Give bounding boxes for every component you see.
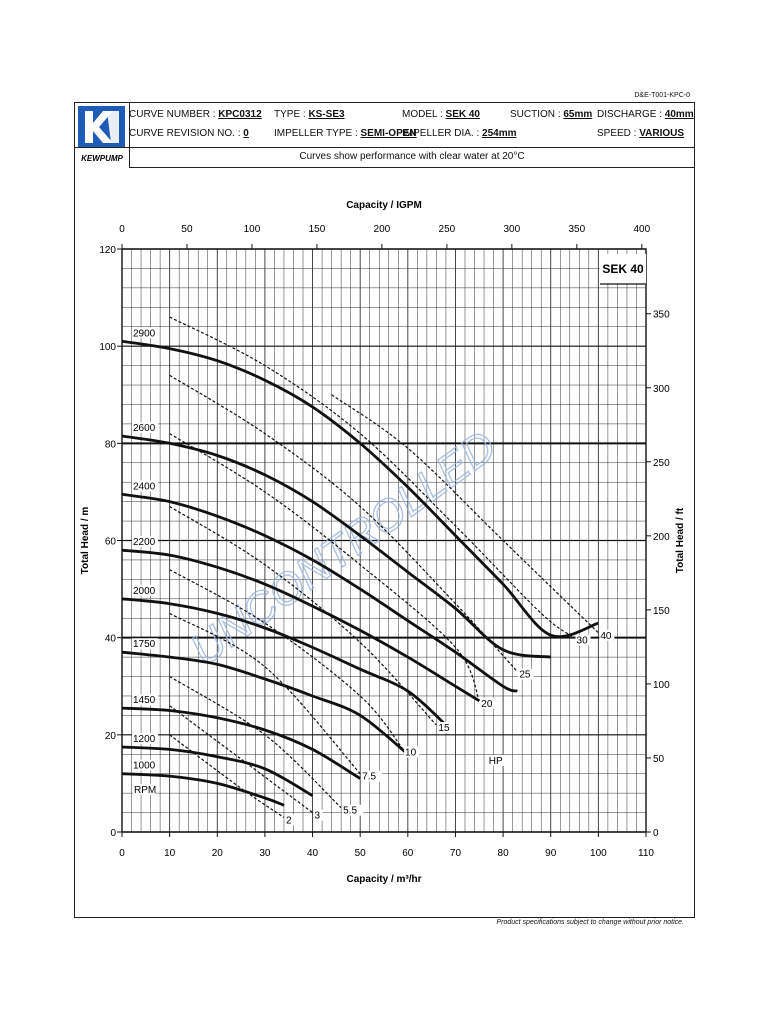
- chart-subtitle: Curves show performance with clear water…: [299, 151, 525, 162]
- pump-model: MODEL : SEK 40: [402, 109, 480, 120]
- curve-number: CURVE NUMBER : KPC0312: [129, 109, 262, 120]
- impeller-diameter: IMPELLER DIA. : 254mm: [402, 128, 517, 139]
- discharge-size: DISCHARGE : 40mm: [597, 109, 694, 120]
- curve-revision: CURVE REVISION NO. : 0: [129, 128, 249, 139]
- suction-size: SUCTION : 65mm: [510, 109, 593, 120]
- header-info: CURVE NUMBER : KPC0312 CURVE REVISION NO…: [75, 103, 694, 148]
- subtitle-row: Curves show performance with clear water…: [129, 147, 694, 168]
- curve-sheet: KEWPUMP CURVE NUMBER : KPC0312 CURVE REV…: [74, 102, 695, 918]
- impeller-type: IMPELLER TYPE : SEMI-OPEN: [274, 128, 417, 139]
- speed: SPEED : VARIOUS: [597, 128, 685, 139]
- footnote: Product specifications subject to change…: [496, 919, 684, 926]
- document-reference: D&E-T001-KPC-0: [634, 92, 690, 99]
- pump-type: TYPE : KS-SE3: [274, 109, 345, 120]
- brand-name: KEWPUMP: [81, 154, 123, 163]
- kewpump-logo: KEWPUMP: [75, 103, 130, 167]
